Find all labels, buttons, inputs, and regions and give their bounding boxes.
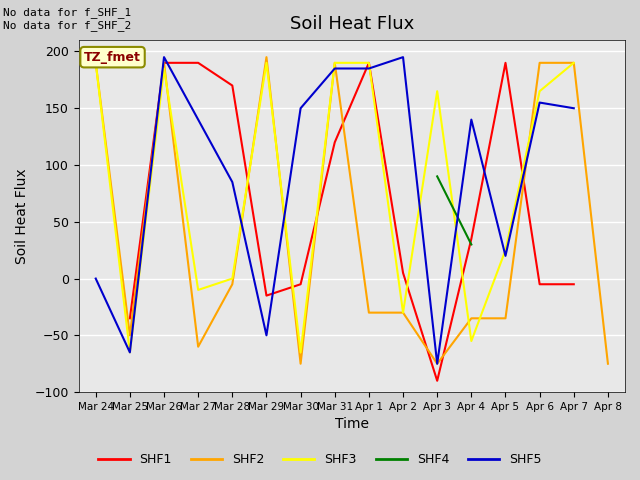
Title: Soil Heat Flux: Soil Heat Flux [290, 15, 414, 33]
Legend: SHF1, SHF2, SHF3, SHF4, SHF5: SHF1, SHF2, SHF3, SHF4, SHF5 [93, 448, 547, 471]
Y-axis label: Soil Heat Flux: Soil Heat Flux [15, 168, 29, 264]
Text: No data for f_SHF_1
No data for f_SHF_2: No data for f_SHF_1 No data for f_SHF_2 [3, 7, 131, 31]
Text: TZ_fmet: TZ_fmet [84, 51, 141, 64]
X-axis label: Time: Time [335, 418, 369, 432]
